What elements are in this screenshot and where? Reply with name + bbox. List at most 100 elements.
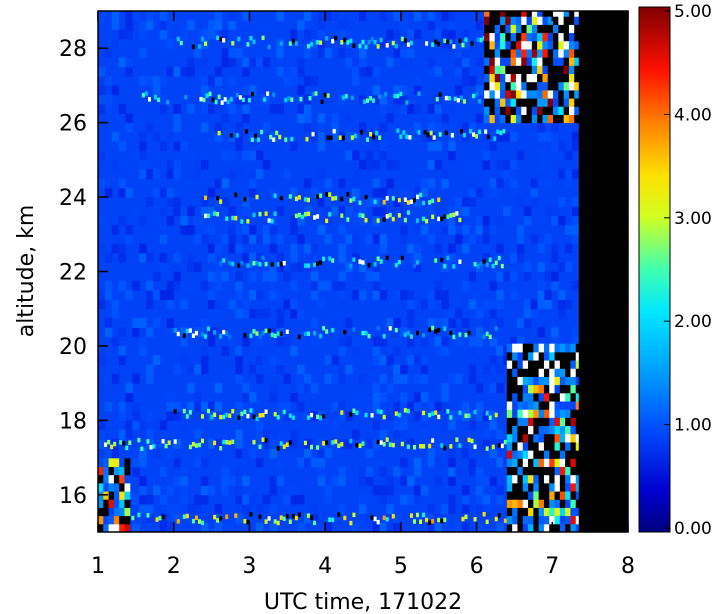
layer-cell	[288, 194, 292, 199]
heatmap-cell	[393, 48, 401, 59]
heatmap-cell	[304, 76, 312, 86]
high-value-cell	[547, 32, 554, 42]
high-value-cell	[533, 351, 540, 361]
high-value-cell	[554, 343, 561, 353]
heatmap-cell	[441, 11, 449, 21]
heatmap-cell	[413, 392, 422, 403]
layer-cell	[438, 92, 442, 97]
heatmap-cell	[228, 234, 236, 245]
heatmap-cell	[139, 345, 147, 356]
layer-cell	[450, 133, 454, 138]
heatmap-cell	[228, 57, 236, 68]
heatmap-cell	[489, 466, 497, 477]
layer-cell	[264, 519, 268, 524]
layer-cell	[479, 37, 483, 43]
layer-cell	[282, 409, 286, 415]
heatmap-cell	[544, 299, 552, 310]
heatmap-cell	[159, 522, 168, 532]
layer-cell	[473, 517, 477, 522]
heatmap-cell	[221, 345, 229, 356]
layer-cell	[276, 414, 280, 420]
layer-cell	[422, 410, 426, 416]
layer-cell	[358, 212, 362, 218]
heatmap-cell	[420, 271, 429, 282]
high-value-cell	[522, 433, 529, 443]
high-value-cell	[526, 98, 533, 107]
high-value-cell	[568, 48, 575, 58]
heatmap-cell	[98, 299, 106, 310]
heatmap-cell	[201, 401, 209, 412]
heatmap-cell	[496, 383, 504, 393]
high-value-cell	[510, 81, 517, 91]
heatmap-cell	[324, 373, 333, 384]
high-value-cell	[575, 523, 582, 532]
high-value-cell	[517, 417, 524, 427]
high-value-cell	[522, 482, 529, 492]
layer-cell	[231, 41, 235, 46]
heatmap-cell	[331, 476, 339, 486]
heatmap-cell	[441, 290, 449, 300]
heatmap-cell	[372, 85, 381, 96]
heatmap-cell	[345, 57, 353, 68]
heatmap-cell	[482, 429, 490, 440]
heatmap-cell	[455, 197, 463, 207]
heatmap-cell	[558, 215, 566, 226]
high-value-cell	[549, 401, 556, 410]
layer-cell	[388, 442, 392, 447]
high-value-cell	[512, 343, 518, 353]
heatmap-cell	[372, 345, 381, 356]
high-value-cell	[538, 343, 545, 353]
heatmap-cell	[386, 476, 394, 486]
high-value-cell	[517, 499, 524, 508]
layer-cell	[219, 334, 223, 339]
heatmap-cell	[544, 131, 552, 142]
heatmap-cell	[379, 141, 387, 152]
heatmap-cell	[201, 355, 209, 366]
heatmap-cell	[180, 327, 188, 338]
layer-cell	[435, 97, 439, 102]
high-value-cell	[563, 16, 570, 25]
heatmap-cell	[475, 327, 484, 338]
heatmap-cell	[317, 131, 326, 142]
high-value-cell	[489, 106, 496, 115]
heatmap-cell	[413, 466, 422, 477]
heatmap-cell	[152, 290, 161, 300]
heatmap-cell	[338, 401, 346, 412]
high-value-cell	[98, 458, 104, 468]
heatmap-cell	[297, 494, 305, 505]
heatmap-cell	[125, 66, 133, 77]
heatmap-cell	[262, 141, 271, 152]
heatmap-cell	[516, 224, 525, 235]
layer-cell	[464, 332, 468, 338]
heatmap-cell	[448, 104, 456, 114]
heatmap-cell	[207, 336, 216, 347]
heatmap-cell	[132, 206, 140, 217]
high-value-cell	[489, 11, 496, 17]
high-value-cell	[565, 425, 571, 435]
heatmap-cell	[242, 299, 250, 310]
layer-cell	[154, 94, 158, 100]
heatmap-cell	[530, 187, 539, 198]
layer-cell	[264, 409, 268, 414]
heatmap-cell	[345, 318, 353, 328]
heatmap-cell	[125, 113, 133, 124]
high-value-cell	[515, 65, 522, 75]
layer-cell	[290, 97, 294, 102]
high-value-cell	[565, 351, 571, 361]
heatmap-cell	[516, 318, 525, 328]
heatmap-cell	[317, 224, 326, 235]
heatmap-cell	[139, 20, 147, 31]
heatmap-cell	[407, 438, 415, 449]
layer-cell	[285, 442, 289, 447]
heatmap-cell	[290, 76, 298, 86]
high-value-cell	[528, 474, 534, 484]
layer-cell	[276, 331, 280, 336]
heatmap-cell	[304, 383, 312, 393]
layer-cell	[207, 408, 211, 414]
high-value-cell	[512, 401, 518, 410]
layer-cell	[397, 259, 401, 265]
heatmap-cell	[365, 373, 374, 384]
heatmap-cell	[379, 150, 387, 161]
heatmap-cell	[221, 113, 229, 124]
layer-cell	[382, 217, 386, 222]
